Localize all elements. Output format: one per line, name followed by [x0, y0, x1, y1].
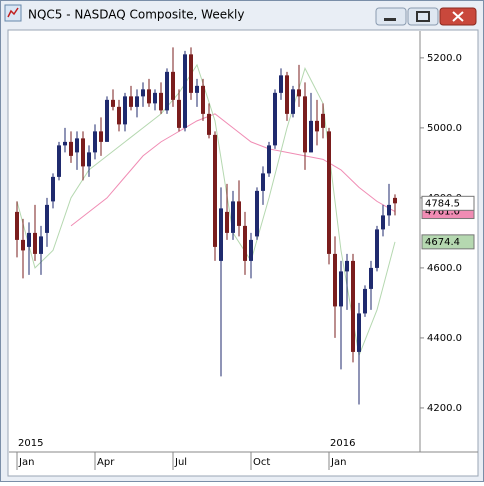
candle-body	[339, 271, 343, 307]
candle-body	[33, 232, 37, 254]
window-title: NQC5 - NASDAQ Composite, Weekly	[28, 8, 244, 22]
candle-body	[153, 92, 157, 104]
x-tick-label: Oct	[253, 457, 270, 468]
year-label: 2015	[18, 438, 43, 449]
candle-body	[303, 96, 307, 153]
candle-body	[51, 176, 55, 202]
maximize-glyph	[416, 11, 430, 22]
candle-body	[213, 134, 217, 247]
candle-body	[147, 89, 151, 104]
candle-body	[345, 260, 349, 272]
x-tick-label: Jan	[330, 457, 346, 468]
overlay-line	[16, 63, 396, 358]
candle-body	[39, 236, 43, 254]
candle-body	[165, 71, 169, 111]
candle-body	[333, 253, 337, 307]
candle-body	[357, 313, 361, 352]
year-label: 2016	[330, 438, 355, 449]
minimize-button[interactable]	[375, 7, 407, 26]
y-tick-label: 4400.0	[427, 333, 462, 344]
candle-body	[129, 96, 133, 107]
price-tag-label: 4784.5	[425, 198, 460, 209]
candle-body	[45, 204, 49, 233]
candle-body	[387, 204, 391, 216]
candle-body	[195, 85, 199, 93]
candle-body	[75, 138, 79, 153]
candle-body	[369, 267, 373, 289]
candle-body	[285, 75, 289, 114]
candle-body	[117, 106, 121, 125]
candle-body	[363, 288, 367, 314]
candle-body	[231, 201, 235, 233]
candle-body	[243, 225, 247, 261]
icon-glyph	[7, 7, 19, 18]
candle-body	[225, 211, 229, 233]
candle-body	[291, 89, 295, 114]
y-tick-label: 5200.0	[427, 53, 462, 64]
candle-body	[93, 131, 97, 153]
candle-body	[183, 54, 187, 128]
candle-body	[21, 239, 25, 251]
candle-body	[69, 141, 73, 156]
candle-body	[273, 92, 277, 146]
candle-body	[123, 96, 127, 125]
candle-body	[297, 89, 301, 97]
candle-body	[237, 201, 241, 226]
candle-body	[15, 211, 19, 240]
overlay-line	[70, 113, 396, 227]
candle-body	[57, 145, 61, 177]
x-tick-label: Jan	[18, 457, 34, 468]
candle-body	[381, 215, 385, 230]
candle-body	[63, 141, 67, 146]
candle-body	[255, 190, 259, 237]
x-tick-label: Jul	[174, 457, 187, 468]
candle-body	[267, 145, 271, 174]
candle-body	[327, 131, 331, 254]
price-tag-label: 4674.4	[425, 237, 460, 248]
candle-body	[201, 85, 205, 114]
candle-body	[171, 71, 175, 100]
price-tag	[421, 195, 475, 211]
price-tag-label: 4761.0	[425, 207, 460, 218]
candle-body	[87, 152, 91, 167]
candle-body	[105, 99, 109, 142]
candle-body	[135, 96, 139, 107]
candle-body	[309, 120, 313, 153]
candle-body	[321, 113, 325, 128]
candle-body	[393, 197, 397, 204]
candle-body	[141, 89, 145, 97]
candle-body	[207, 113, 211, 135]
candle-body	[249, 239, 253, 261]
close-glyph	[452, 11, 464, 22]
x-tick-label: Apr	[97, 457, 115, 468]
candle-body	[27, 232, 31, 247]
y-tick-label: 4200.0	[427, 403, 462, 414]
y-tick-label: 5000.0	[427, 123, 462, 134]
candle-body	[159, 92, 163, 111]
candle-body	[177, 99, 181, 128]
candle-body	[189, 54, 193, 93]
maximize-button[interactable]	[407, 7, 439, 26]
candle-body	[375, 229, 379, 268]
minimize-glyph	[384, 18, 396, 21]
candle-body	[279, 75, 283, 93]
candle-body	[99, 131, 103, 142]
candle-body	[315, 120, 319, 132]
candle-body	[219, 208, 223, 261]
candle-body	[351, 260, 355, 352]
candle-body	[261, 173, 265, 191]
price-tag	[421, 234, 475, 250]
candle-body	[111, 99, 115, 107]
y-tick-label: 4600.0	[427, 263, 462, 274]
candle-body	[81, 138, 85, 167]
